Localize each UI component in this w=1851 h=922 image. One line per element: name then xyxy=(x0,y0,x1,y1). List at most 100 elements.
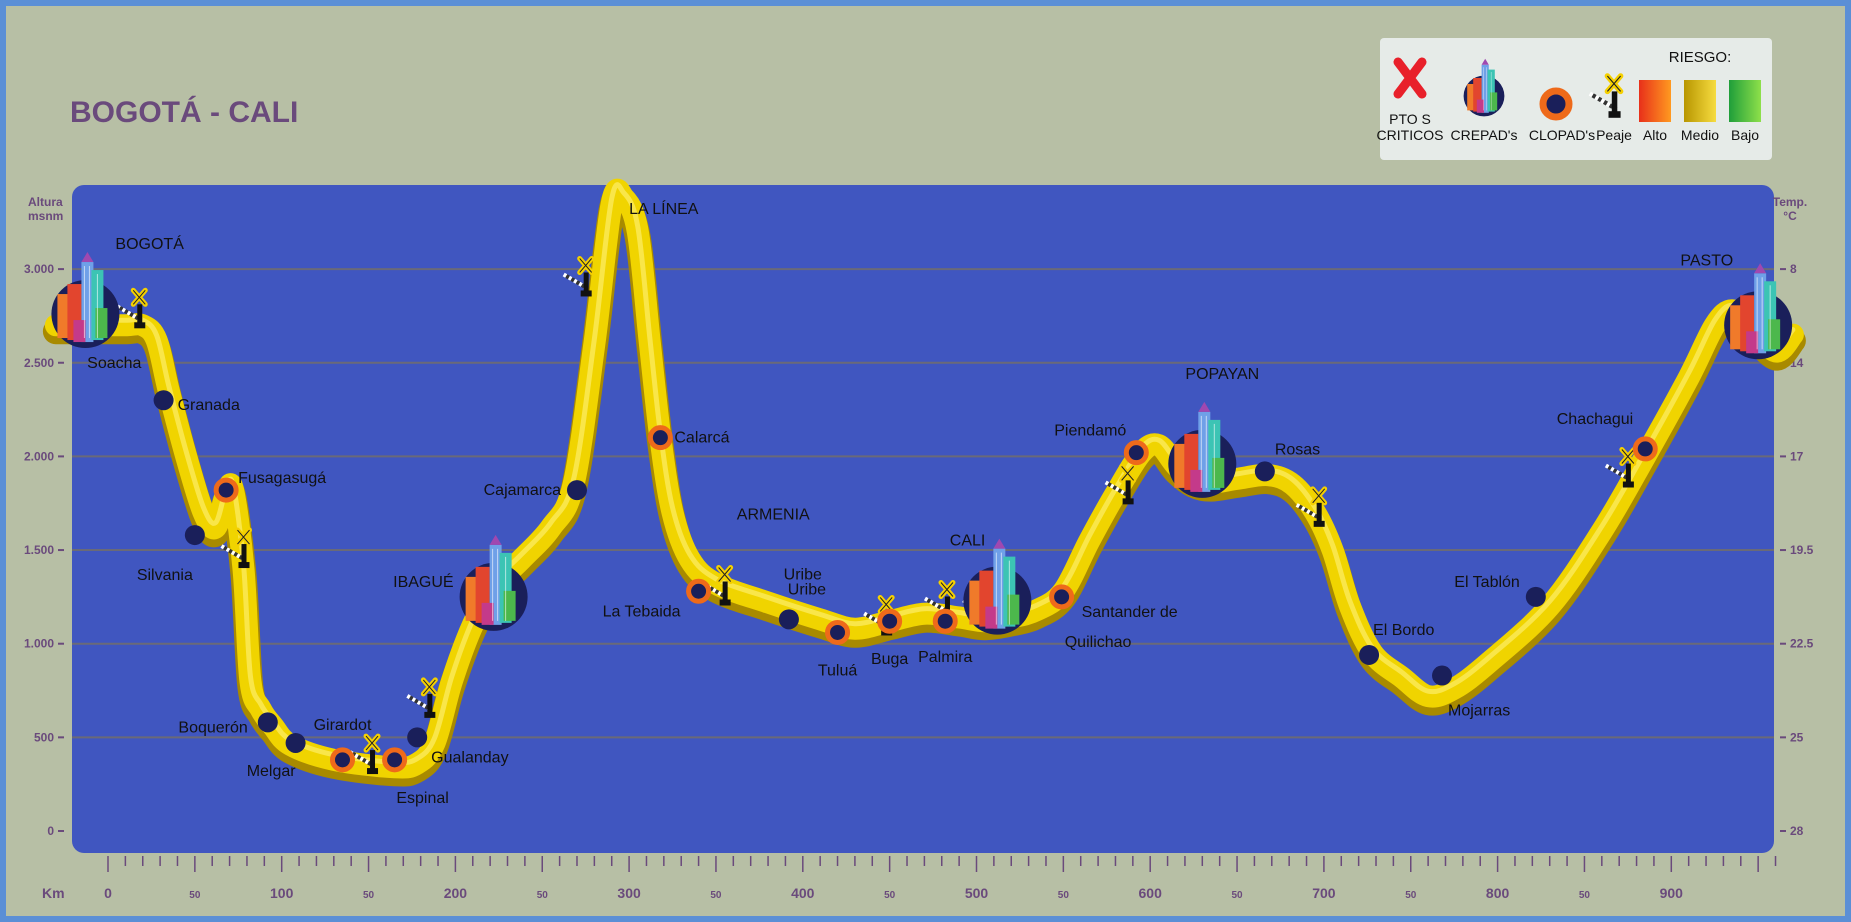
altitude-tick-label: 0 xyxy=(47,824,54,838)
place-label: Fusagasugá xyxy=(238,470,326,487)
place-label: Tuluá xyxy=(818,662,858,679)
place-label: Calarcá xyxy=(674,430,729,447)
left-axis-title-2: msnm xyxy=(28,209,63,223)
altitude-tick-label: 1.000 xyxy=(24,637,54,651)
km-tick-label: 50 xyxy=(537,890,549,901)
right-axis-title-2: °C xyxy=(1783,209,1797,223)
place-label: Uribe xyxy=(788,581,826,598)
legend-label-toll: Peaje xyxy=(1596,127,1632,143)
km-tick-label: 100 xyxy=(270,885,294,901)
bottom-axis-title: Km xyxy=(42,885,65,901)
km-tick-label: 600 xyxy=(1139,885,1163,901)
clopad-marker xyxy=(932,608,958,634)
km-tick-label: 800 xyxy=(1486,885,1510,901)
km-tick-label: 50 xyxy=(1058,890,1070,901)
place-label: Buga xyxy=(871,651,908,668)
diagram-title: BOGOTÁ - CALI xyxy=(70,95,298,129)
place-label: Espinal xyxy=(396,790,448,807)
km-tick-label: 50 xyxy=(1579,890,1591,901)
altitude-tick-label: 2.500 xyxy=(24,356,54,370)
legend-panel: PTO S CRITICOS CREPAD's CLOPAD's Peaje R… xyxy=(1377,38,1772,160)
legend-label-low: Bajo xyxy=(1731,127,1759,143)
town-marker xyxy=(1432,665,1453,686)
place-label: BOGOTÁ xyxy=(115,234,184,253)
plot-area xyxy=(72,185,1774,853)
legend-label-medium: Medio xyxy=(1681,127,1719,143)
place-label: Chachagui xyxy=(1557,411,1634,428)
legend-label-critical-2: CRITICOS xyxy=(1377,127,1444,143)
legend-label-critical-1: PTO S xyxy=(1389,111,1431,127)
place-label: La Tebaida xyxy=(603,603,681,620)
town-marker xyxy=(566,480,587,501)
place-label: Palmira xyxy=(918,649,972,666)
temperature-tick-label: 8 xyxy=(1790,262,1797,276)
legend-risk-title: RIESGO: xyxy=(1669,49,1732,66)
clopad-marker xyxy=(1049,584,1075,610)
clopad-marker xyxy=(1123,440,1149,466)
place-label: Granada xyxy=(178,397,240,414)
km-tick-label: 300 xyxy=(617,885,641,901)
km-tick-label: 50 xyxy=(884,890,896,901)
legend-label-clopad: CLOPAD's xyxy=(1529,127,1595,143)
temperature-tick-label: 28 xyxy=(1790,824,1804,838)
risk-high-swatch xyxy=(1639,80,1671,122)
place-label: Melgar xyxy=(247,763,297,780)
town-marker xyxy=(778,609,799,630)
risk-medium-swatch xyxy=(1684,80,1716,122)
km-tick-label: 50 xyxy=(363,890,375,901)
town-marker xyxy=(153,390,174,411)
grid-lines xyxy=(72,268,1774,739)
place-label: IBAGUÉ xyxy=(393,572,453,591)
town-marker xyxy=(184,525,205,546)
place-label: Uribe xyxy=(784,566,822,583)
place-label: Mojarras xyxy=(1448,703,1510,720)
temperature-tick-label: 25 xyxy=(1790,730,1804,744)
km-tick-label: 500 xyxy=(965,885,989,901)
km-tick-label: 900 xyxy=(1660,885,1684,901)
place-label: Cajamarca xyxy=(484,482,561,499)
clopad-marker xyxy=(1632,436,1658,462)
altitude-tick-label: 500 xyxy=(34,730,54,744)
legend-label-crepad: CREPAD's xyxy=(1451,127,1518,143)
clopad-marker xyxy=(213,477,239,503)
altitude-tick-label: 1.500 xyxy=(24,543,54,557)
place-label: POPAYAN xyxy=(1185,366,1259,383)
place-label: CALI xyxy=(950,533,986,550)
place-label: Boquerón xyxy=(178,719,247,736)
place-label: LA LÍNEA xyxy=(629,199,699,218)
left-axis-title-1: Altura xyxy=(28,195,63,209)
place-label: Soacha xyxy=(87,355,141,372)
place-label: Quilichao xyxy=(1065,634,1132,651)
km-tick-label: 50 xyxy=(1231,890,1243,901)
km-tick-label: 700 xyxy=(1312,885,1336,901)
critical-point-icon xyxy=(1393,57,1427,99)
clopad-marker xyxy=(686,578,712,604)
km-tick-label: 0 xyxy=(104,885,112,901)
risk-low-swatch xyxy=(1729,80,1761,122)
place-markers: BOGOTÁ Soacha Granada Fusagasugá Silvania Boq… xyxy=(50,199,1793,807)
clopad-marker xyxy=(877,608,903,634)
town-marker xyxy=(1254,461,1275,482)
temperature-tick-label: 22.5 xyxy=(1790,637,1814,651)
altitude-tick-label: 2.000 xyxy=(24,449,54,463)
place-label: Silvania xyxy=(137,567,193,584)
place-label: PASTO xyxy=(1680,252,1733,269)
place-label: Santander de xyxy=(1082,604,1178,621)
place-label: Piendamó xyxy=(1054,423,1126,440)
legend-label-high: Alto xyxy=(1643,127,1667,143)
km-tick-label: 400 xyxy=(791,885,815,901)
clopad-ring-icon xyxy=(1539,87,1573,121)
town-marker xyxy=(285,732,306,753)
temperature-tick-label: 17 xyxy=(1790,449,1804,463)
right-axis-title-1: Temp. xyxy=(1773,195,1807,209)
town-marker xyxy=(407,727,428,748)
km-tick-label: 200 xyxy=(444,885,468,901)
place-label: Rosas xyxy=(1275,441,1320,458)
clopad-marker xyxy=(329,747,355,773)
km-tick-label: 50 xyxy=(1405,890,1417,901)
place-label: El Tablón xyxy=(1454,574,1520,591)
town-marker xyxy=(1359,644,1380,665)
place-label: El Bordo xyxy=(1373,622,1434,639)
km-tick-label: 50 xyxy=(710,890,722,901)
town-marker xyxy=(1525,586,1546,607)
